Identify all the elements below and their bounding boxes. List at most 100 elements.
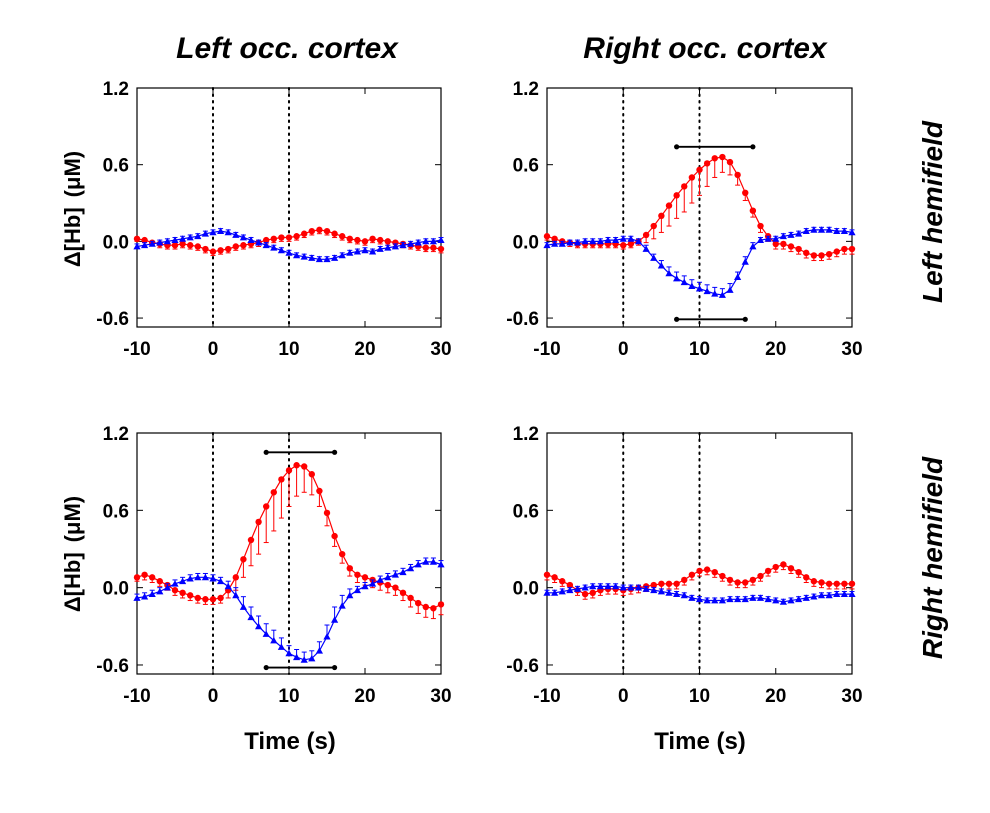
hbr-point xyxy=(414,560,422,568)
hbr-point xyxy=(429,558,437,565)
hbo-point xyxy=(339,233,346,240)
hbo-point xyxy=(293,462,300,469)
hbo-point xyxy=(825,250,833,258)
hbo-point xyxy=(688,174,696,181)
significance-bar-end xyxy=(332,449,338,455)
hbo-point xyxy=(742,579,749,586)
y-axis-label-top: Δ[Hb] (μM) xyxy=(60,151,85,267)
hbo-point xyxy=(323,509,331,517)
hbr-point xyxy=(391,571,399,578)
hbo-point xyxy=(179,589,186,597)
panel-left-occ-right-hemifield: 1.2 0.6 0.0 -0.6 -10 0 10 20 30 xyxy=(96,424,451,707)
hbo-point xyxy=(681,576,688,584)
hbo-point xyxy=(711,568,718,576)
hbr-point xyxy=(810,226,818,233)
hbo-point xyxy=(399,589,407,597)
hbo-point xyxy=(217,594,224,602)
hbr-point xyxy=(673,274,681,282)
hbr-point xyxy=(573,239,582,246)
hbr-point xyxy=(848,590,856,597)
hbo-point xyxy=(658,212,665,220)
hbo-point xyxy=(757,222,764,230)
hbr-point xyxy=(795,595,803,603)
hbo-point xyxy=(658,580,665,587)
hbo-point xyxy=(764,567,772,575)
hbo-point xyxy=(270,489,277,496)
hbr-point xyxy=(247,236,255,243)
hbr-point xyxy=(300,253,308,260)
hbr-point xyxy=(596,237,604,245)
hbr-point xyxy=(642,585,650,592)
hbo-point xyxy=(734,579,741,586)
hbo-point xyxy=(543,233,551,240)
significance-bar-end xyxy=(750,144,756,150)
y-tick-label: 0.0 xyxy=(103,579,129,600)
x-axis-label-right: Time (s) xyxy=(654,728,746,755)
hbr-point xyxy=(407,564,415,572)
hbr-point xyxy=(718,596,726,604)
hbr-point xyxy=(551,240,559,247)
hbr-point xyxy=(627,584,635,591)
hbo-point xyxy=(323,227,331,235)
hbr-point xyxy=(179,235,187,242)
hbo-point xyxy=(263,236,270,244)
series-hbr xyxy=(133,227,445,263)
hbo-point xyxy=(331,532,338,540)
hbr-point xyxy=(163,237,171,245)
hbo-point xyxy=(581,590,589,598)
hbr-point xyxy=(247,613,255,621)
hbo-point xyxy=(301,230,308,237)
hbo-point xyxy=(156,578,163,585)
significance-bar-end xyxy=(332,664,338,671)
hbo-point xyxy=(171,242,179,249)
hbr-point xyxy=(657,262,665,269)
hbo-point xyxy=(247,536,255,544)
hbo-point xyxy=(589,589,596,597)
hbr-point xyxy=(802,227,810,235)
hbr-point xyxy=(634,237,643,245)
hbr-point xyxy=(277,643,285,650)
hbr-point xyxy=(239,233,247,241)
hbo-point xyxy=(757,572,764,580)
hbr-point xyxy=(156,239,164,246)
hbr-point xyxy=(581,584,589,591)
hbr-point xyxy=(133,594,141,601)
hbo-point xyxy=(133,235,141,243)
hbo-point xyxy=(627,240,635,248)
x-tick-label: 0 xyxy=(618,686,629,707)
hbr-point xyxy=(749,594,757,601)
hbr-point xyxy=(756,594,765,601)
hbo-point xyxy=(795,568,802,576)
hbo-point xyxy=(209,248,217,255)
hbo-point xyxy=(278,476,285,483)
hbr-point xyxy=(338,602,346,609)
x-tick-label: -10 xyxy=(533,686,560,707)
hbr-point xyxy=(239,603,247,610)
hbr-point xyxy=(596,582,604,590)
hbo-point xyxy=(316,226,323,234)
hbo-point xyxy=(293,233,300,240)
hbr-point xyxy=(840,227,848,235)
y-tick-label: 0.0 xyxy=(513,579,539,600)
y-tick-label: 0.0 xyxy=(103,232,129,253)
y-tick-label: 0.6 xyxy=(513,156,539,177)
row-title-left-hemifield: Left hemifield xyxy=(917,120,948,303)
hbr-point xyxy=(217,577,225,585)
hbo-point xyxy=(133,574,141,581)
hbr-point xyxy=(802,594,810,601)
hbr-point xyxy=(293,251,301,259)
plot-frame xyxy=(546,432,853,675)
hbo-point xyxy=(225,245,232,253)
hbo-point xyxy=(437,245,445,253)
x-tick-label: 30 xyxy=(841,686,862,707)
hbr-point xyxy=(353,586,361,594)
hbr-point xyxy=(217,227,225,235)
x-tick-label: 30 xyxy=(841,339,862,360)
hbo-point xyxy=(825,580,833,587)
hbo-point xyxy=(354,236,361,244)
hbo-point xyxy=(780,561,787,568)
hbr-point xyxy=(285,249,293,256)
hbr-point xyxy=(604,582,612,590)
hbr-point xyxy=(437,236,445,243)
hbr-point xyxy=(558,587,566,595)
